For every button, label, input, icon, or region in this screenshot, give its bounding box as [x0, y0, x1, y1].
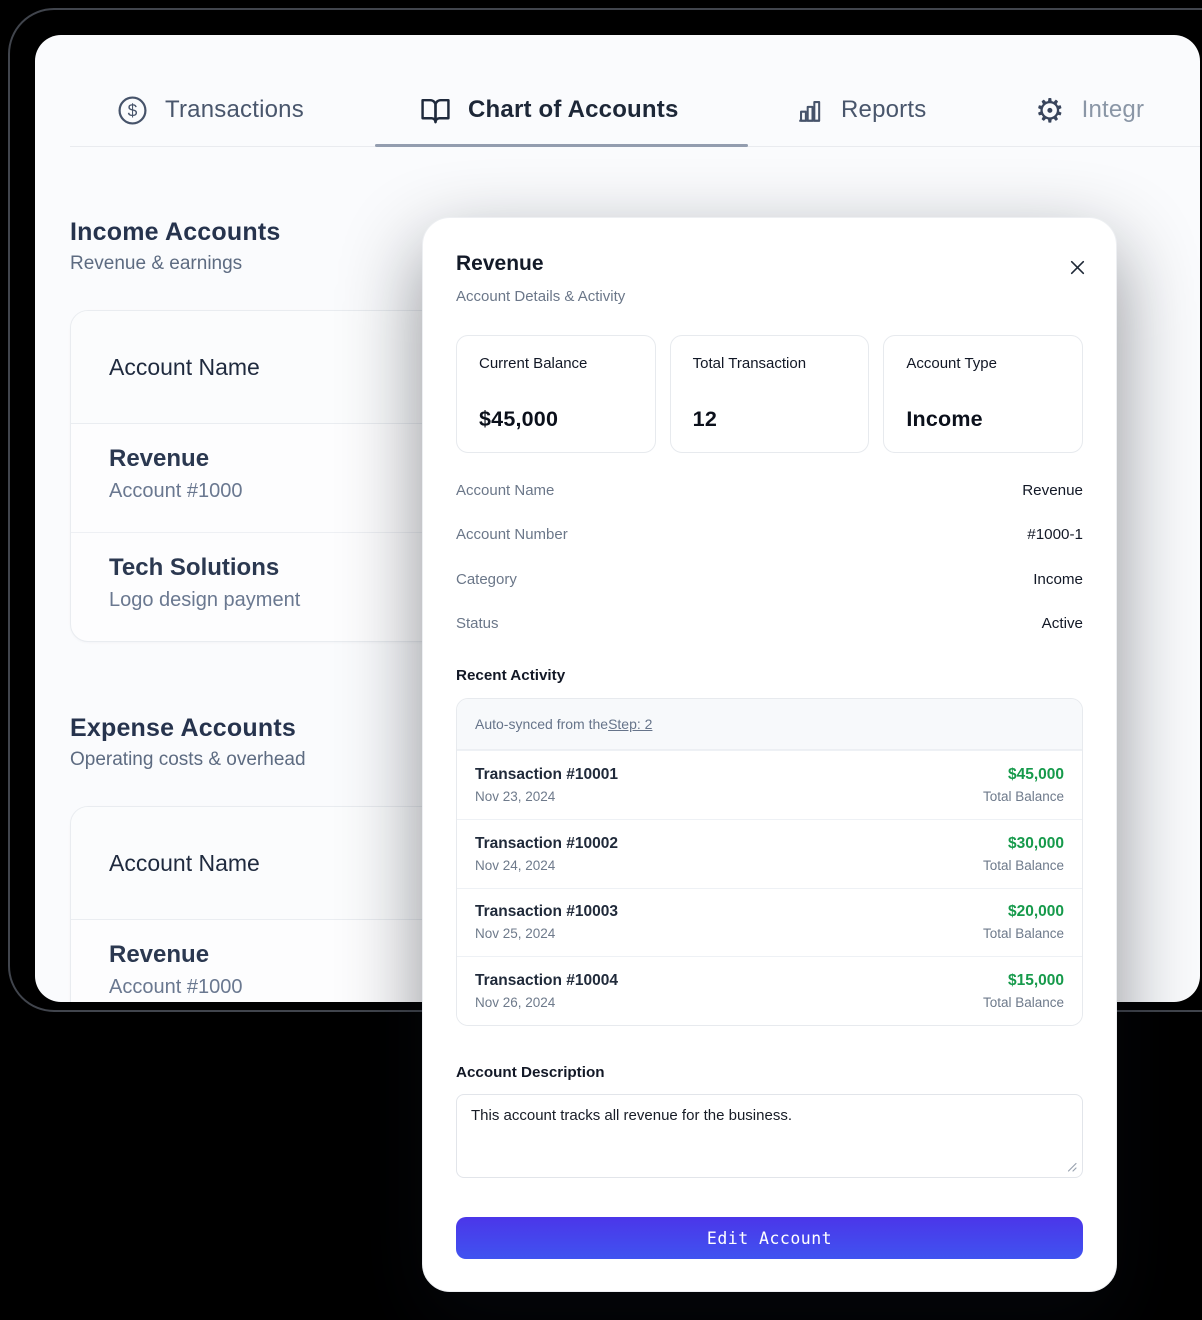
- transaction-date: Nov 26, 2024: [475, 995, 556, 1011]
- expense-section-subtitle: Operating costs & overhead: [70, 749, 306, 770]
- detail-row-account-number: Account Number #1000-1: [456, 513, 1083, 558]
- detail-row-category: Category Income: [456, 557, 1083, 602]
- account-detail: Account #1000: [109, 976, 243, 998]
- stat-label: Account Type: [906, 355, 997, 372]
- stat-account-type: Account Type Income: [883, 335, 1084, 453]
- dollar-circle-icon: $: [117, 95, 148, 126]
- transaction-title: Transaction #10002: [475, 834, 619, 852]
- bar-chart-icon: [795, 96, 824, 125]
- tab-transactions-label: Transactions: [165, 96, 304, 123]
- recent-activity-list: Auto-synced from the Step: 2 Transaction…: [456, 698, 1083, 1026]
- stat-cards: Current Balance $45,000 Total Transactio…: [456, 335, 1084, 453]
- detail-value: #1000-1: [1027, 526, 1083, 544]
- income-section-title: Income Accounts: [70, 218, 281, 246]
- recent-activity-heading: Recent Activity: [456, 667, 566, 684]
- expense-section-title: Expense Accounts: [70, 714, 296, 742]
- tab-integrations[interactable]: ⚙ Integr: [1035, 91, 1144, 129]
- tab-transactions[interactable]: $ Transactions: [117, 91, 304, 129]
- stat-label: Current Balance: [479, 355, 588, 372]
- transaction-title: Transaction #10003: [475, 903, 619, 921]
- account-name: Tech Solutions: [109, 554, 280, 581]
- transaction-amount: $20,000: [1007, 903, 1064, 921]
- edit-account-button[interactable]: Edit Account: [456, 1217, 1083, 1259]
- income-section-subtitle: Revenue & earnings: [70, 253, 243, 274]
- tab-chart-of-accounts[interactable]: Chart of Accounts: [420, 91, 679, 129]
- close-button[interactable]: [1064, 254, 1090, 280]
- auto-synced-text: Auto-synced from the: [475, 716, 609, 732]
- account-description-label: Account Description: [456, 1064, 605, 1081]
- book-open-icon: [420, 95, 451, 126]
- detail-value: Active: [1041, 615, 1083, 633]
- detail-label: Category: [456, 570, 517, 588]
- active-tab-underline: [375, 144, 748, 147]
- transaction-row[interactable]: Transaction #10003 Nov 25, 2024 $20,000 …: [457, 887, 1082, 957]
- tab-reports[interactable]: Reports: [795, 91, 926, 129]
- modal-subtitle: Account Details & Activity: [456, 288, 626, 305]
- modal-title: Revenue: [456, 252, 544, 275]
- transaction-amount-label: Total Balance: [982, 788, 1064, 804]
- detail-value: Income: [1033, 570, 1083, 588]
- detail-row-account-name: Account Name Revenue: [456, 468, 1083, 513]
- transaction-amount-label: Total Balance: [982, 857, 1064, 873]
- account-row-tech-solutions[interactable]: Tech Solutions Logo design payment: [71, 533, 911, 641]
- transaction-amount-label: Total Balance: [982, 995, 1064, 1011]
- account-detail: Logo design payment: [109, 589, 301, 611]
- account-detail: Account #1000: [109, 480, 243, 502]
- transaction-title: Transaction #10001: [475, 765, 619, 783]
- account-description-input[interactable]: This account tracks all revenue for the …: [457, 1095, 1082, 1177]
- tab-chart-of-accounts-label: Chart of Accounts: [468, 96, 679, 123]
- close-icon: [1068, 258, 1087, 277]
- stat-label: Total Transaction: [692, 355, 807, 372]
- transaction-date: Nov 24, 2024: [475, 857, 556, 873]
- stat-total-transaction: Total Transaction 12: [669, 335, 870, 453]
- transaction-title: Transaction #10004: [475, 972, 619, 990]
- detail-label: Account Name: [456, 481, 555, 499]
- account-name: Revenue: [109, 445, 210, 472]
- transaction-amount: $30,000: [1007, 834, 1064, 852]
- svg-text:$: $: [128, 100, 138, 120]
- stat-current-balance: Current Balance $45,000: [456, 335, 656, 453]
- resize-handle-icon[interactable]: [1066, 1161, 1077, 1172]
- auto-synced-note: Auto-synced from the Step: 2: [457, 699, 1082, 750]
- detail-row-status: Status Active: [456, 602, 1083, 647]
- transaction-amount: $15,000: [1007, 972, 1064, 990]
- account-description-field-wrap: This account tracks all revenue for the …: [456, 1094, 1083, 1178]
- account-row-revenue-expense[interactable]: Revenue Account #1000: [71, 920, 911, 1002]
- transaction-row[interactable]: Transaction #10001 Nov 23, 2024 $45,000 …: [457, 750, 1082, 819]
- tab-reports-label: Reports: [841, 96, 927, 123]
- transaction-amount: $45,000: [1007, 765, 1064, 783]
- transaction-date: Nov 23, 2024: [475, 788, 556, 804]
- transaction-date: Nov 25, 2024: [475, 926, 556, 942]
- detail-label: Account Number: [456, 526, 568, 544]
- step-link[interactable]: Step: 2: [608, 716, 653, 732]
- account-details-modal: Revenue Account Details & Activity Curre…: [422, 217, 1117, 1292]
- stat-value: 12: [692, 407, 717, 431]
- gear-icon: ⚙: [1035, 90, 1065, 130]
- detail-value: Revenue: [1022, 481, 1083, 499]
- tab-integrations-label: Integr: [1081, 96, 1145, 123]
- stat-value: Income: [906, 407, 983, 431]
- account-detail-list: Account Name Revenue Account Number #100…: [456, 468, 1083, 646]
- transaction-row[interactable]: Transaction #10002 Nov 24, 2024 $30,000 …: [457, 818, 1082, 888]
- account-name: Revenue: [109, 941, 210, 968]
- detail-label: Status: [456, 615, 499, 633]
- stat-value: $45,000: [479, 407, 559, 431]
- transaction-amount-label: Total Balance: [982, 926, 1064, 942]
- transaction-row[interactable]: Transaction #10004 Nov 26, 2024 $15,000 …: [457, 956, 1082, 1025]
